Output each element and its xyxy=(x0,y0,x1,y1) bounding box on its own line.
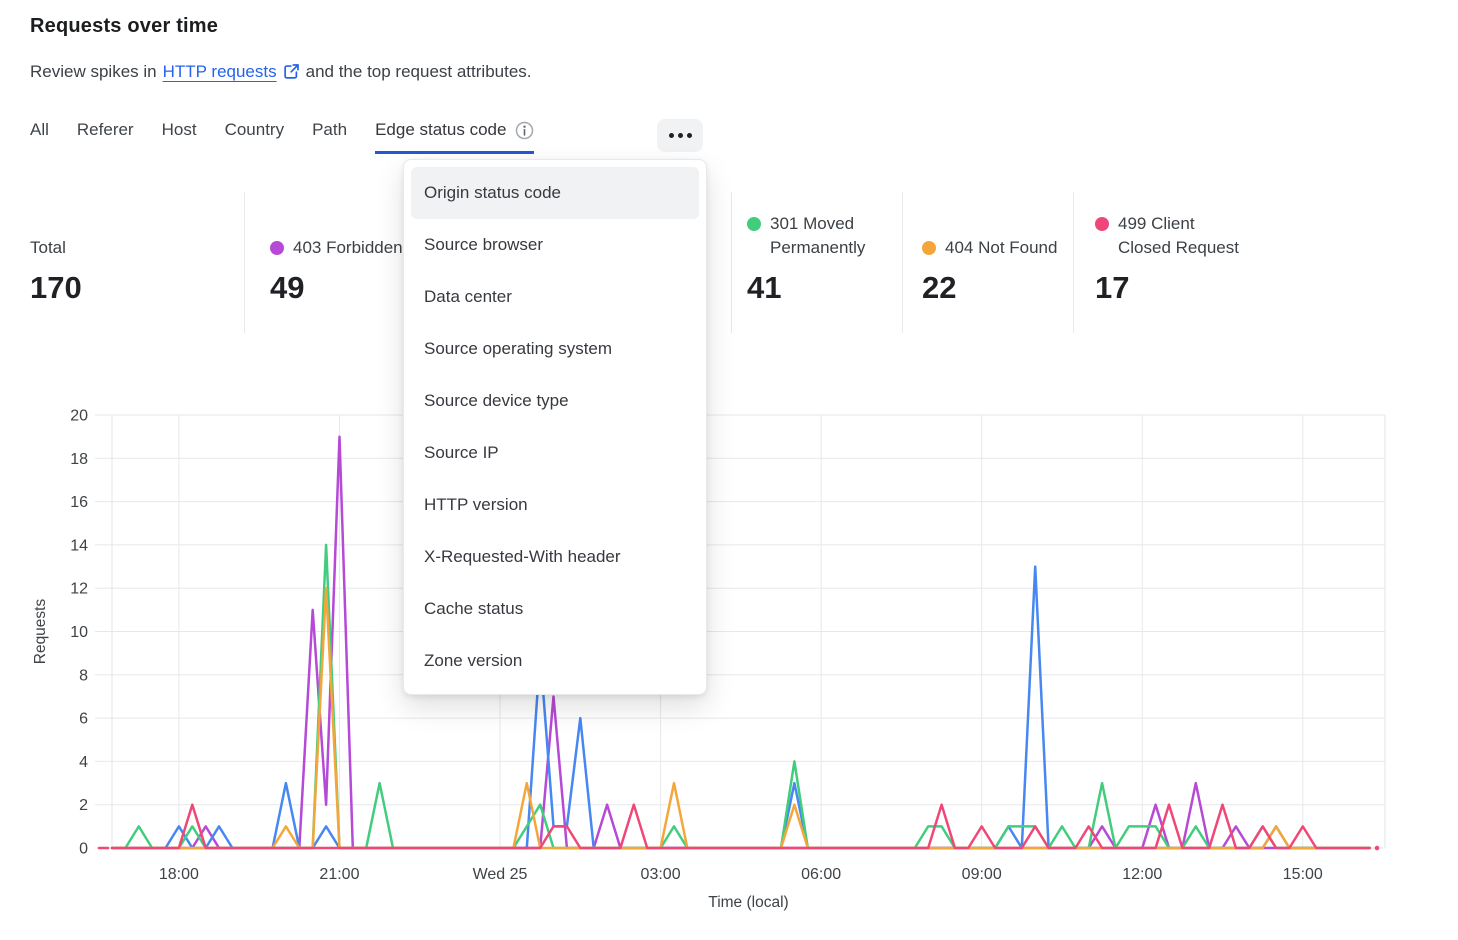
tabs: All Referer Host Country Path Edge status cod… xyxy=(30,120,535,154)
y-tick-label: 16 xyxy=(70,494,88,511)
x-tick-label: 03:00 xyxy=(641,866,681,883)
more-tabs-button[interactable] xyxy=(657,119,703,152)
tab-country[interactable]: Country xyxy=(225,120,285,154)
stat-value: 41 xyxy=(747,270,782,305)
stat-card-403-forbidden: 403 Forbidden 49 xyxy=(270,190,403,308)
y-tick-label: 0 xyxy=(79,841,88,858)
y-tick-label: 8 xyxy=(79,667,88,684)
stat-label: 403 Forbidden xyxy=(293,238,403,257)
stat-card-404-not-found: 404 Not Found 22 xyxy=(922,190,1057,308)
partial-end-dot xyxy=(1374,845,1380,851)
x-tick-label: 09:00 xyxy=(962,866,1002,883)
stat-label: 499 Client Closed Request xyxy=(1118,214,1239,257)
status-dot-icon xyxy=(1095,217,1109,231)
x-tick-label: 15:00 xyxy=(1283,866,1323,883)
x-tick-label: 21:00 xyxy=(319,866,359,883)
menu-item-source-browser[interactable]: Source browser xyxy=(424,235,544,254)
y-tick-label: 20 xyxy=(70,408,88,425)
subtitle-prefix: Review spikes in xyxy=(30,62,157,81)
stat-card-301-moved-permanently: 301 Moved Permanently 41 xyxy=(747,190,870,308)
http-requests-link[interactable]: HTTP requests xyxy=(162,62,277,81)
tab-path[interactable]: Path xyxy=(312,120,347,154)
status-dot-icon xyxy=(747,217,761,231)
menu-item-origin-status-code[interactable]: Origin status code xyxy=(411,167,699,219)
stat-value: 17 xyxy=(1095,270,1130,305)
menu-item-x-requested-with-header[interactable]: X-Requested-With header xyxy=(424,547,621,566)
tab-referer[interactable]: Referer xyxy=(77,120,134,154)
series-line-499-client-closed-request xyxy=(110,803,1371,850)
x-tick-label: 12:00 xyxy=(1122,866,1162,883)
stat-card-total: Total 170 xyxy=(30,190,82,308)
stat-value: 170 xyxy=(30,270,82,305)
menu-item-data-center[interactable]: Data center xyxy=(424,287,512,306)
stats-row: Total 170 403 Forbidden 49 301 Moved Permane… xyxy=(0,190,1458,335)
stats-divider xyxy=(244,192,245,333)
tab-label: Host xyxy=(161,120,197,139)
menu-item-source-ip[interactable]: Source IP xyxy=(424,443,499,462)
y-tick-label: 14 xyxy=(70,537,88,554)
external-link-icon xyxy=(283,63,300,80)
tab-edge-status-code[interactable]: Edge status code xyxy=(375,120,535,154)
ellipsis-icon xyxy=(668,133,692,138)
info-icon[interactable] xyxy=(515,121,534,140)
y-tick-label: 12 xyxy=(70,581,88,598)
tab-label: Edge status code xyxy=(375,120,507,139)
stat-value: 22 xyxy=(922,270,957,305)
stat-label: 404 Not Found xyxy=(945,238,1058,257)
page-title: Requests over time xyxy=(30,15,219,37)
status-dot-icon xyxy=(270,241,284,255)
tab-all[interactable]: All xyxy=(30,120,49,154)
tab-host[interactable]: Host xyxy=(162,120,197,154)
x-tick-label: 18:00 xyxy=(159,866,199,883)
stats-divider xyxy=(1073,192,1074,333)
attribute-dropdown-menu: Origin status code Source browser Data cen… xyxy=(403,159,707,695)
tab-label: Path xyxy=(312,120,348,139)
tab-label: Country xyxy=(224,120,285,139)
y-tick-label: 2 xyxy=(79,797,88,814)
y-tick-label: 4 xyxy=(79,754,88,771)
tab-label: All xyxy=(30,120,49,139)
menu-item-source-device-type[interactable]: Source device type xyxy=(424,391,569,410)
attribute-dropdown-list: Origin status code Source browser Data cen… xyxy=(404,167,706,687)
subtitle: Review spikes in HTTP requests and the t… xyxy=(30,62,532,82)
series-line-403-forbidden xyxy=(110,435,1371,850)
tab-label: Referer xyxy=(76,120,134,139)
stat-card-499-client-closed-request: 499 Client Closed Request 17 xyxy=(1095,190,1246,308)
stat-label: Total xyxy=(30,238,66,257)
y-tick-label: 18 xyxy=(70,451,88,468)
menu-item-cache-status[interactable]: Cache status xyxy=(424,599,524,618)
y-axis-title: Requests xyxy=(32,599,49,665)
stat-label: 301 Moved Permanently xyxy=(770,214,866,257)
subtitle-suffix: and the top request attributes. xyxy=(305,62,532,81)
menu-item-zone-version[interactable]: Zone version xyxy=(424,651,523,670)
stat-value: 49 xyxy=(270,270,305,305)
y-tick-label: 10 xyxy=(70,624,88,641)
status-dot-icon xyxy=(922,241,936,255)
x-axis-title: Time (local) xyxy=(708,894,788,911)
stats-divider xyxy=(902,192,903,333)
x-tick-label: 06:00 xyxy=(801,866,841,883)
x-tick-label: Wed 25 xyxy=(473,866,528,883)
stats-divider xyxy=(731,192,732,333)
y-tick-label: 6 xyxy=(79,711,88,728)
menu-item-http-version[interactable]: HTTP version xyxy=(424,495,528,514)
menu-item-source-operating-system[interactable]: Source operating system xyxy=(424,339,613,358)
requests-over-time-chart[interactable]: 0 2 4 6 8 10 12 14 16 18 20 18:00 21:00 Wed 25 03:00 06… xyxy=(0,400,1458,940)
